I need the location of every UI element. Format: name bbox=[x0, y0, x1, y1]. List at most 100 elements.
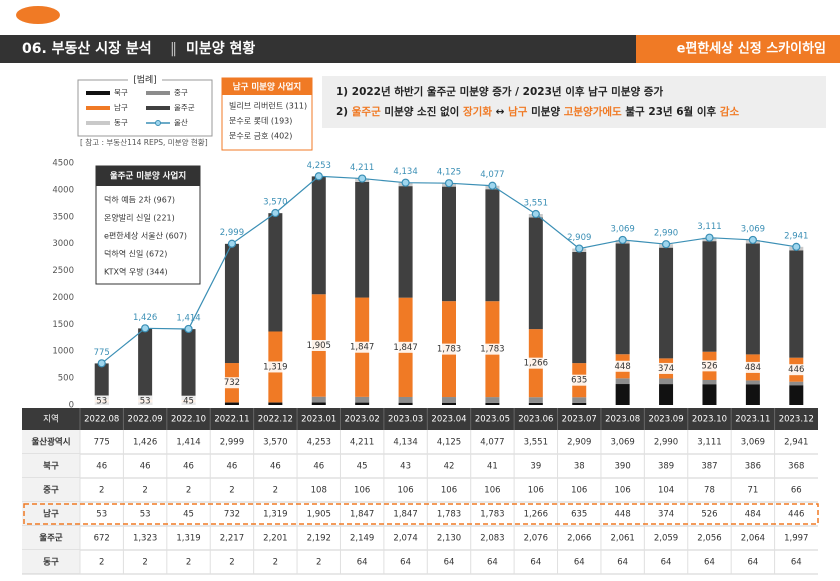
source-note: [ 참고 : 부동산114 REPS, 미분양 현황] bbox=[80, 137, 208, 147]
table-cell: 389 bbox=[658, 462, 674, 472]
bar-segment bbox=[745, 384, 760, 405]
table-cell: 45 bbox=[183, 510, 194, 520]
table-name-cell bbox=[22, 454, 80, 478]
line-label: 2,999 bbox=[220, 228, 244, 238]
table-cell: 2,192 bbox=[307, 534, 331, 544]
table-header-bg bbox=[22, 408, 818, 430]
table-cell: 3,551 bbox=[524, 438, 548, 448]
table-cell: 38 bbox=[574, 462, 585, 472]
table-cell: 2 bbox=[99, 558, 104, 568]
table-cell: 635 bbox=[571, 510, 587, 520]
table-cell: 64 bbox=[444, 558, 455, 568]
table-cell: 484 bbox=[745, 510, 761, 520]
x-tick-label: 2023.08 bbox=[605, 415, 640, 425]
table-cell: 374 bbox=[658, 510, 674, 520]
table-cell: 1,414 bbox=[176, 438, 200, 448]
table-name-cell bbox=[22, 502, 80, 526]
legend-label: 동구 bbox=[114, 118, 128, 127]
line-point bbox=[792, 242, 801, 251]
note-segment: 불구 23년 6월 이후 bbox=[622, 105, 720, 118]
namgu-item: 문수로 금호 (402) bbox=[229, 132, 292, 141]
value-label-bg bbox=[699, 360, 720, 372]
x-tick-label: 2023.06 bbox=[518, 415, 553, 425]
x-tick-label: 2023.03 bbox=[388, 415, 423, 425]
table-cell: 387 bbox=[701, 462, 717, 472]
table-cell: 390 bbox=[615, 462, 631, 472]
value-label: 1,266 bbox=[524, 359, 548, 369]
x-tick-label: 2023.05 bbox=[475, 415, 510, 425]
table-cell: 1,905 bbox=[307, 510, 331, 520]
legend-swatch bbox=[86, 106, 110, 110]
line-label: 4,253 bbox=[307, 161, 331, 171]
uljugun-item: e편한세상 서울산 (607) bbox=[104, 231, 187, 241]
note-segment: 고분양가에도 bbox=[564, 105, 622, 118]
namgu-item: 빌리브 리버런트 (311) bbox=[229, 101, 307, 111]
x-tick-label: 2023.07 bbox=[562, 415, 597, 425]
bar-segment bbox=[224, 402, 239, 405]
table-cell: 78 bbox=[704, 486, 715, 496]
table-row-name: 동구 bbox=[43, 558, 59, 568]
table-cell: 2,064 bbox=[741, 534, 765, 544]
bar-segment bbox=[442, 402, 456, 405]
namgu-box-header bbox=[222, 78, 312, 95]
line-label: 3,570 bbox=[263, 198, 287, 208]
bar-segment bbox=[615, 378, 630, 385]
bar-segment bbox=[311, 402, 326, 405]
line-label: 775 bbox=[94, 348, 110, 358]
line-point bbox=[705, 233, 714, 242]
table-name-cell bbox=[22, 550, 80, 574]
table-cell: 448 bbox=[615, 510, 631, 520]
table-cell: 46 bbox=[96, 462, 107, 472]
bar-segment bbox=[615, 384, 630, 405]
table-cell: 64 bbox=[617, 558, 628, 568]
x-tick-label: 2023.12 bbox=[779, 415, 814, 425]
y-tick-label: 500 bbox=[58, 374, 74, 384]
line-label: 1,426 bbox=[133, 313, 157, 323]
value-label-bg bbox=[390, 341, 421, 353]
bar-segment bbox=[528, 397, 543, 403]
legend-swatch-dot bbox=[155, 120, 161, 126]
value-label: 1,319 bbox=[263, 362, 287, 372]
y-tick-label: 4000 bbox=[52, 185, 74, 195]
table-cell: 1,997 bbox=[784, 534, 808, 544]
namgu-box-title: 남구 미분양 사업지 bbox=[233, 82, 301, 93]
table-cell: 3,069 bbox=[741, 438, 765, 448]
table-cell: 41 bbox=[487, 462, 498, 472]
bar-segment bbox=[572, 402, 587, 405]
line-point bbox=[401, 178, 410, 187]
note-segment: 2) bbox=[336, 106, 352, 118]
separator: ‖ bbox=[170, 41, 177, 57]
table-cell: 1,319 bbox=[176, 534, 200, 544]
table-cell: 1,847 bbox=[350, 510, 374, 520]
bar-segment bbox=[268, 402, 283, 405]
line-point bbox=[358, 174, 367, 183]
bar-segment bbox=[702, 384, 717, 405]
y-tick-label: 1500 bbox=[52, 320, 74, 330]
value-label-bg bbox=[743, 361, 763, 373]
note-segment: 장기화 bbox=[463, 105, 492, 118]
table-cell: 2,066 bbox=[567, 534, 591, 544]
line-label: 1,414 bbox=[176, 313, 200, 323]
table-cell: 4,077 bbox=[480, 438, 504, 448]
bar-segment bbox=[181, 329, 196, 400]
table-cell: 2,056 bbox=[697, 534, 721, 544]
bar-segment bbox=[485, 402, 500, 405]
value-label: 53 bbox=[140, 396, 151, 406]
bar-segment bbox=[355, 396, 370, 403]
table-cell: 3,111 bbox=[697, 438, 721, 448]
table-cell: 1,266 bbox=[524, 510, 548, 520]
table-row-name: 울산광역시 bbox=[31, 437, 70, 448]
value-label: 526 bbox=[701, 361, 717, 371]
table-cell: 2,217 bbox=[220, 534, 244, 544]
table-cell: 2,059 bbox=[654, 534, 678, 544]
line-label: 4,134 bbox=[393, 167, 417, 177]
bar-segment bbox=[615, 243, 630, 355]
bar-segment bbox=[311, 176, 326, 295]
table-cell: 2,941 bbox=[784, 438, 808, 448]
table-cell: 2 bbox=[142, 486, 147, 496]
table-cell: 1,319 bbox=[263, 510, 287, 520]
table-cell: 1,847 bbox=[393, 510, 417, 520]
table-cell: 4,134 bbox=[393, 438, 417, 448]
value-label: 374 bbox=[658, 364, 674, 374]
